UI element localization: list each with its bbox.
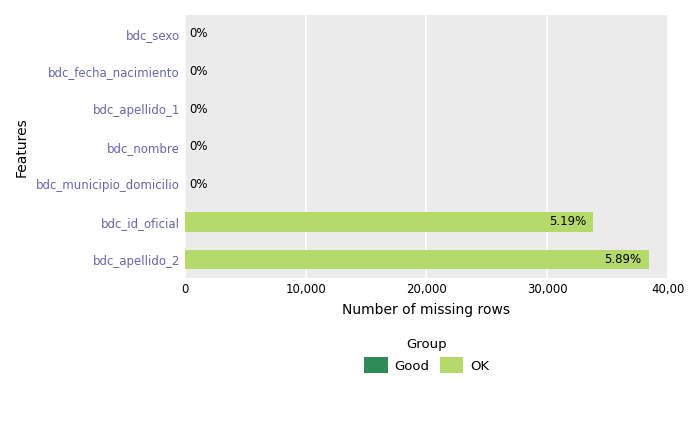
Text: 0%: 0% [190, 178, 208, 191]
Bar [185, 212, 594, 232]
Text: 0%: 0% [190, 27, 208, 40]
Text: 5.89%: 5.89% [605, 253, 642, 266]
Text: 5.19%: 5.19% [549, 216, 586, 229]
Y-axis label: Features: Features [15, 117, 29, 177]
Text: 0%: 0% [190, 140, 208, 153]
X-axis label: Number of missing rows: Number of missing rows [342, 303, 510, 317]
Bar [185, 250, 649, 269]
Legend: Good, OK: Good, OK [358, 332, 494, 378]
Text: 0%: 0% [190, 65, 208, 78]
Text: 0%: 0% [190, 102, 208, 115]
